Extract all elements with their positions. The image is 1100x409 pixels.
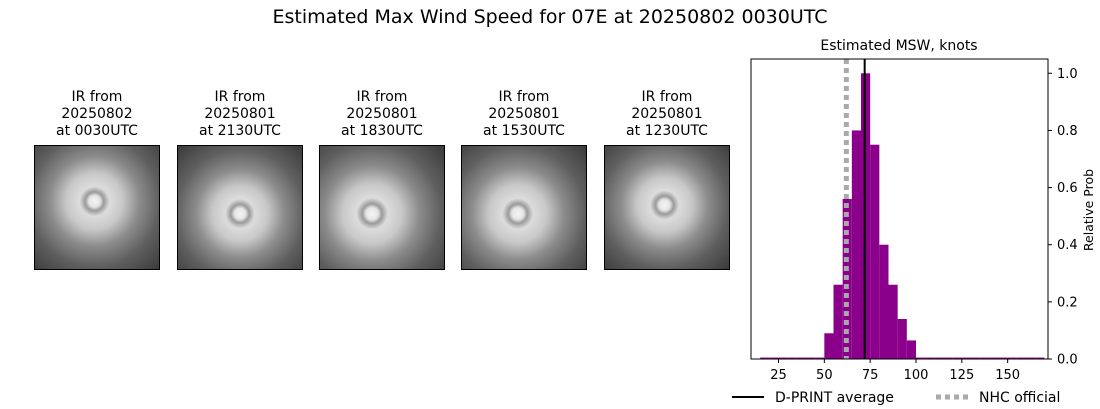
histogram-bar bbox=[796, 357, 806, 359]
ir-panel: IR from 20250801 at 1530UTC bbox=[460, 89, 588, 270]
histogram-bar bbox=[906, 340, 916, 359]
histogram-bar bbox=[916, 357, 926, 359]
histogram-bar bbox=[815, 357, 825, 359]
ir-panel-title: IR from 20250801 at 1530UTC bbox=[483, 89, 565, 139]
ir-panel: IR from 20250801 at 1230UTC bbox=[603, 89, 731, 270]
x-tick-label: 150 bbox=[995, 368, 1020, 383]
histogram-bar bbox=[971, 357, 981, 359]
histogram-bar bbox=[1007, 357, 1017, 359]
histogram-bar bbox=[833, 284, 843, 359]
y-tick-label: 0.0 bbox=[1057, 353, 1078, 368]
ir-satellite-image bbox=[319, 145, 445, 270]
legend: D-PRINT average NHC official bbox=[732, 390, 1060, 406]
x-tick-label: 50 bbox=[816, 368, 833, 383]
reference-lines bbox=[843, 59, 866, 359]
y-tick-label: 0.6 bbox=[1057, 181, 1078, 196]
ir-panel-title: IR from 20250801 at 1230UTC bbox=[626, 89, 708, 139]
ir-panel: IR from 20250801 at 2130UTC bbox=[176, 89, 304, 270]
histogram-bar bbox=[778, 357, 788, 359]
ir-satellite-image bbox=[177, 145, 303, 270]
y-tick-label: 0.4 bbox=[1057, 238, 1078, 253]
histogram-bar bbox=[961, 357, 971, 359]
histogram-bar bbox=[787, 357, 797, 359]
chart-title: Estimated MSW, knots bbox=[820, 38, 977, 54]
y-tick-label: 0.8 bbox=[1057, 124, 1078, 139]
ir-panel: IR from 20250801 at 1830UTC bbox=[318, 89, 446, 270]
histogram-bar bbox=[980, 357, 990, 359]
histogram-bar bbox=[888, 284, 898, 359]
ir-panel: IR from 20250802 at 0030UTC bbox=[33, 89, 161, 270]
histogram-bar bbox=[1026, 357, 1036, 359]
x-tick-label: 25 bbox=[770, 368, 787, 383]
histogram-bar bbox=[1016, 357, 1026, 359]
legend-dprint-label: D-PRINT average bbox=[775, 390, 894, 406]
ir-panel-title: IR from 20250802 at 0030UTC bbox=[56, 89, 138, 139]
histogram-bars bbox=[760, 73, 1045, 360]
histogram-bar bbox=[879, 244, 889, 359]
histogram-bar bbox=[952, 357, 962, 359]
histogram-bar bbox=[851, 130, 861, 359]
x-tick-label: 100 bbox=[904, 368, 929, 383]
histogram-bar bbox=[998, 357, 1008, 359]
histogram-bar bbox=[824, 333, 834, 359]
legend-nhc-label: NHC official bbox=[979, 390, 1060, 406]
y-axis-ticks: 0.0 0.2 0.4 0.6 0.8 1.0 bbox=[1048, 67, 1078, 368]
ir-panel-title: IR from 20250801 at 2130UTC bbox=[199, 89, 281, 139]
x-tick-label: 125 bbox=[949, 368, 974, 383]
histogram-bar bbox=[989, 357, 999, 359]
histogram-bar bbox=[925, 357, 935, 359]
figure-title: Estimated Max Wind Speed for 07E at 2025… bbox=[272, 6, 828, 28]
ir-satellite-image bbox=[461, 145, 587, 270]
ir-panel-title: IR from 20250801 at 1830UTC bbox=[341, 89, 423, 139]
x-axis-ticks: 25 50 75 100 125 150 bbox=[770, 359, 1020, 383]
histogram-bar bbox=[1035, 357, 1045, 359]
y-tick-label: 1.0 bbox=[1057, 67, 1078, 82]
histogram-bar bbox=[897, 319, 907, 359]
histogram-bar bbox=[760, 357, 770, 359]
plot-frame bbox=[750, 58, 1049, 360]
ir-satellite-image bbox=[34, 145, 160, 270]
histogram-bar bbox=[943, 357, 953, 359]
y-tick-label: 0.2 bbox=[1057, 295, 1078, 310]
y-axis-label: Relative Prob bbox=[1081, 169, 1096, 251]
ir-satellite-image bbox=[604, 145, 730, 270]
x-tick-label: 75 bbox=[862, 368, 879, 383]
histogram-bar bbox=[870, 144, 880, 359]
histogram-bar bbox=[769, 357, 779, 359]
histogram-bar bbox=[806, 357, 816, 359]
histogram-bar bbox=[934, 357, 944, 359]
